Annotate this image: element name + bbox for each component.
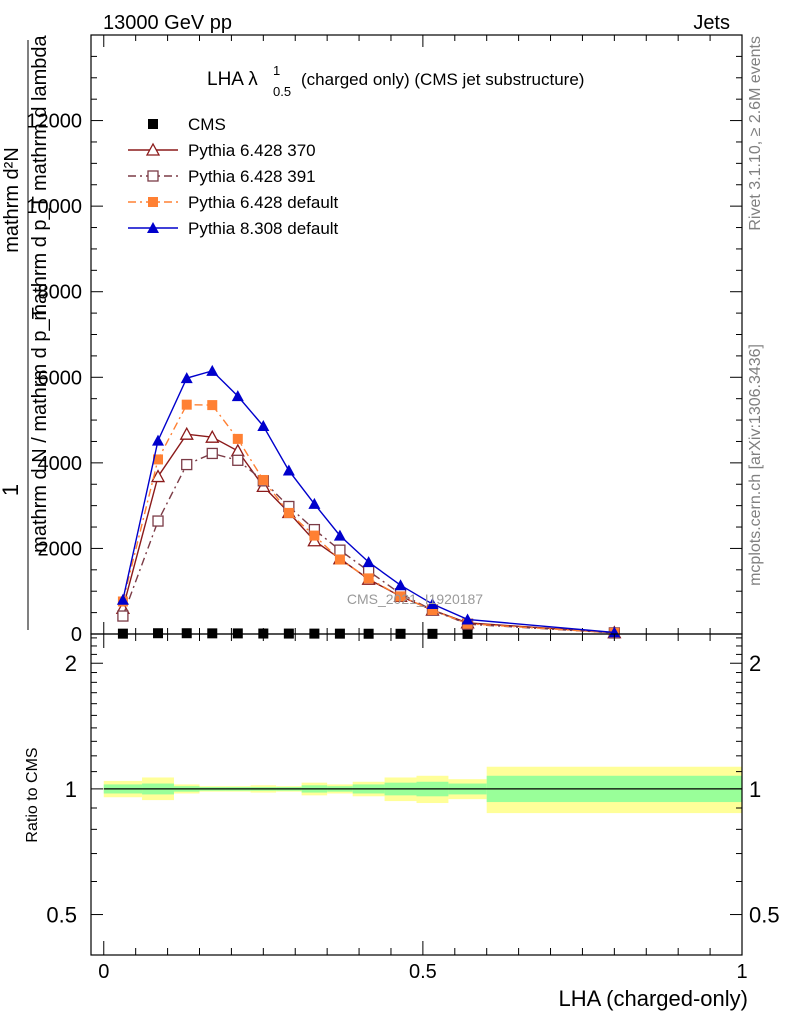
data-point xyxy=(232,454,244,466)
legend-item: Pythia 6.428 370 xyxy=(128,141,316,160)
legend-item: Pythia 6.428 default xyxy=(128,193,339,212)
legend-item: Pythia 8.308 default xyxy=(128,219,339,238)
data-point xyxy=(145,142,161,156)
data-point xyxy=(334,554,345,565)
data-point xyxy=(333,529,346,541)
data-point xyxy=(206,364,219,376)
data-point xyxy=(394,579,407,591)
data-point xyxy=(147,222,159,233)
legend-label: Pythia 6.428 default xyxy=(188,193,339,212)
main-plot: 0 2000 4000 6000 8000 10000 12000 CMS_2021_I19… xyxy=(26,34,743,646)
data-point xyxy=(150,469,166,483)
ylabel-prefix: mathrm d N / mathrm d p_T xyxy=(29,307,51,553)
data-point xyxy=(309,530,320,541)
data-point xyxy=(283,507,294,518)
data-point xyxy=(334,544,346,556)
legend-item: CMS xyxy=(148,115,226,134)
legend-label: Pythia 8.308 default xyxy=(188,219,339,238)
mcplots-label: mcplots.cern.ch [arXiv:1306.3436] xyxy=(747,344,764,586)
y-tick-label: 4000 xyxy=(38,453,83,475)
analysis-watermark: CMS_2021_I1920187 xyxy=(347,591,483,607)
legend: CMS Pythia 6.428 370 Pythia 6.428 391 Pythi… xyxy=(128,115,339,238)
data-point xyxy=(147,170,159,182)
legend-label: Pythia 6.428 391 xyxy=(188,167,316,186)
data-point xyxy=(148,119,158,129)
main-axes: 0 2000 4000 6000 8000 10000 12000 xyxy=(26,34,743,646)
y-tick-label: 12000 xyxy=(26,111,82,133)
data-point xyxy=(179,426,194,440)
ylabel-one: 1 xyxy=(0,484,23,496)
data-point xyxy=(181,458,193,471)
data-point xyxy=(152,515,164,527)
data-point xyxy=(363,573,374,584)
rivet-label: Rivet 3.1.10, ≥ 2.6M events xyxy=(747,36,764,231)
legend-item: Pythia 6.428 391 xyxy=(128,167,316,186)
data-point xyxy=(282,464,295,476)
y-tick-label: 0 xyxy=(71,624,82,646)
ratio-y-tick-label: 2 xyxy=(65,651,77,676)
title-sup: 1 xyxy=(273,63,280,78)
ratio-bands xyxy=(103,766,742,814)
ratio-y-tick-label: 0.5 xyxy=(46,903,77,928)
series-line xyxy=(122,403,615,634)
data-point xyxy=(461,613,474,625)
data-point xyxy=(257,420,270,432)
header-right-label: Jets xyxy=(693,12,730,34)
data-point xyxy=(308,497,321,509)
data-point xyxy=(427,605,438,616)
data-point xyxy=(362,556,375,568)
ratio-y-tick-label-right: 2 xyxy=(749,651,761,676)
x-tick-label: 0 xyxy=(98,961,109,983)
ylabel-denominator: mathrm d p_T mathrm d lambda xyxy=(29,34,51,320)
title-suffix: (charged only) (CMS jet substructure) xyxy=(301,70,584,89)
y-tick-label: 6000 xyxy=(38,367,83,389)
data-point xyxy=(181,399,192,410)
data-point xyxy=(231,390,244,402)
y-tick-label: 8000 xyxy=(38,282,83,304)
data-point xyxy=(152,434,165,446)
data-point xyxy=(608,626,621,638)
legend-label: Pythia 6.428 370 xyxy=(188,141,316,160)
main-y-axis-label: 1 mathrm d N / mathrm d p_T mathrm d²N m… xyxy=(0,34,51,630)
data-point xyxy=(206,447,218,460)
data-point xyxy=(180,372,193,384)
data-point xyxy=(116,593,129,605)
ratio-y-label: Ratio to CMS xyxy=(24,747,41,842)
data-point xyxy=(207,628,218,639)
ratio-y-tick-label-right: 1 xyxy=(749,777,761,802)
ratio-plot: 0.5 0.5 1 1 2 2 0 0.5 1 Ratio to CMS LHA (charge… xyxy=(24,633,780,1011)
data-point xyxy=(395,591,406,602)
x-tick-label: 1 xyxy=(736,961,747,983)
ylabel-numerator: mathrm d²N xyxy=(1,147,23,253)
series-line xyxy=(122,370,615,634)
series-pythia-6-428-391 xyxy=(117,447,621,639)
y-tick-label: 2000 xyxy=(38,538,83,560)
data-point xyxy=(117,610,129,622)
title-sub: 0.5 xyxy=(273,84,291,99)
legend-label: CMS xyxy=(188,115,226,134)
data-point xyxy=(232,433,243,444)
ratio-frame xyxy=(90,633,743,956)
data-point xyxy=(207,400,218,411)
data-point xyxy=(258,474,269,485)
title-main: LHA λ xyxy=(207,69,258,90)
ratio-axes: 0.5 0.5 1 1 2 2 0 0.5 1 xyxy=(46,633,780,983)
x-axis-label: LHA (charged-only) xyxy=(558,986,748,1011)
ratio-y-tick-label-right: 0.5 xyxy=(749,903,780,928)
ratio-y-tick-label: 1 xyxy=(65,777,77,802)
main-series xyxy=(115,364,622,639)
series-pythia-8-308-default xyxy=(116,364,621,638)
data-point xyxy=(230,443,245,457)
data-point xyxy=(148,197,158,207)
header-left-label: 13000 GeV pp xyxy=(103,12,232,34)
data-point xyxy=(205,429,220,443)
x-tick-label: 0.5 xyxy=(409,961,437,983)
y-tick-label: 10000 xyxy=(26,196,82,218)
data-point xyxy=(153,454,164,465)
data-point xyxy=(153,628,164,639)
plot-title: LHA λ 1 0.5 (charged only) (CMS jet subs… xyxy=(207,63,584,99)
data-point xyxy=(426,598,439,610)
data-point xyxy=(181,628,192,639)
